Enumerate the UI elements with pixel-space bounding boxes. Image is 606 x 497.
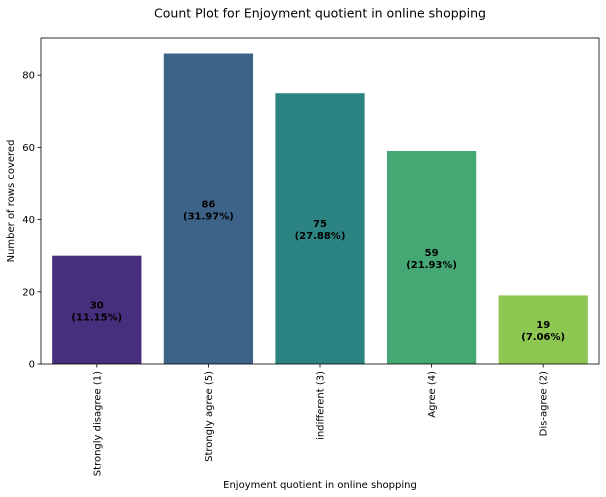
bar-percent-label-0: (11.15%) (71, 312, 122, 323)
bar-count-label-2: 75 (313, 219, 327, 230)
x-tick-label-3: Agree (4) (427, 371, 438, 418)
x-tick-label-4: Dis-agree (2) (539, 371, 550, 436)
bar-count-label-1: 86 (201, 199, 215, 210)
chart-title: Count Plot for Enjoyment quotient in onl… (154, 6, 486, 21)
y-tick-label-3: 60 (22, 143, 35, 154)
x-axis-label: Enjoyment quotient in online shopping (223, 480, 417, 491)
bar-count-label-3: 59 (425, 248, 439, 259)
bars-group: 30(11.15%) 86(31.97%) 75(27.88%) 59(21.93%)… (52, 53, 588, 365)
x-tick-label-0: Strongly disagree (1) (92, 371, 103, 476)
y-axis-ticks: 0 20 40 60 80 (22, 71, 41, 371)
plot-frame (40, 37, 600, 365)
bar-0 (52, 255, 142, 364)
y-tick-label-2: 40 (22, 215, 35, 226)
bar-1 (163, 53, 254, 365)
bar-percent-label-4: (7.06%) (521, 332, 565, 343)
y-tick-label-0: 0 (29, 360, 35, 371)
bar-4 (498, 295, 588, 364)
bar-percent-label-3: (21.93%) (406, 260, 457, 271)
bar-3 (386, 150, 477, 364)
x-tick-label-1: Strongly agree (5) (204, 371, 215, 462)
y-tick-label-1: 20 (22, 287, 35, 298)
y-axis-label: Number of rows covered (6, 140, 17, 263)
bar-2 (275, 93, 365, 365)
bar-count-label-4: 19 (536, 320, 550, 331)
bar-count-label-0: 30 (90, 300, 104, 311)
y-tick-label-4: 80 (22, 71, 35, 82)
x-tick-label-2: indifferent (3) (316, 371, 327, 440)
x-axis-ticks: Strongly disagree (1) Strongly agree (5) i… (92, 364, 550, 476)
bar-percent-label-2: (27.88%) (295, 231, 346, 242)
bar-percent-label-1: (31.97%) (183, 211, 234, 222)
